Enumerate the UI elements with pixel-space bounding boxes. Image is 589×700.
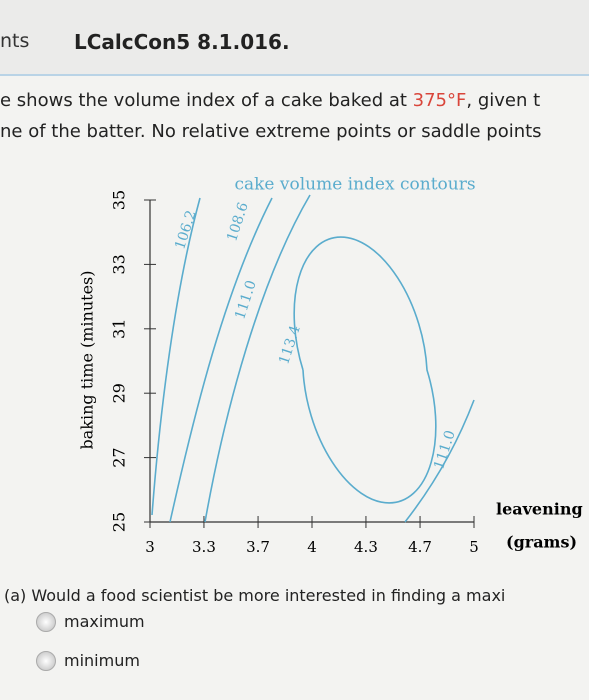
- contour-line: [151, 197, 201, 516]
- y-tick-label: 25: [110, 512, 129, 532]
- y-tick-label: 35: [110, 190, 129, 210]
- y-tick-label: 27: [110, 447, 129, 467]
- contour-line: [404, 399, 475, 523]
- contour-label: 111.0: [232, 278, 260, 321]
- contour-line: [293, 236, 437, 504]
- text-line: ne of the batter. No relative extreme po…: [0, 121, 542, 142]
- text-line: e shows the volume index of a cake baked…: [0, 90, 540, 111]
- chart-title: cake volume index contours: [234, 175, 475, 195]
- problem-title: LCalcCon5 8.1.016.: [74, 30, 290, 54]
- x-tick-label: 5: [469, 538, 479, 556]
- x-tick-label: 4.7: [408, 538, 432, 556]
- tab-label: nts: [0, 30, 30, 52]
- contour-line: [204, 194, 311, 523]
- x-axis-label: (grams): [506, 533, 577, 552]
- x-tick-label: 3: [145, 538, 155, 556]
- contour-line: [169, 197, 273, 523]
- x-tick-label: 4.3: [354, 538, 378, 556]
- option-label[interactable]: maximum: [64, 612, 145, 631]
- text: 375°F: [412, 90, 467, 111]
- header-bar: nts LCalcCon5 8.1.016.: [0, 0, 589, 76]
- x-tick-label: 3.7: [246, 538, 270, 556]
- y-tick-label: 31: [110, 319, 129, 339]
- y-tick-label: 29: [110, 383, 129, 403]
- contour-label: 108.6: [224, 200, 252, 243]
- x-axis-label: leavening: [496, 500, 583, 519]
- y-axis-label: baking time (minutes): [78, 271, 97, 450]
- text: e shows the volume index of a cake baked…: [0, 90, 413, 111]
- text: , given t: [466, 90, 541, 111]
- radio-button[interactable]: [36, 612, 56, 632]
- x-tick-label: 4: [307, 538, 317, 556]
- contour-label: 106.2: [172, 208, 200, 251]
- radio-button[interactable]: [36, 651, 56, 671]
- question: (a) Would a food scientist be more inter…: [4, 586, 506, 605]
- option-label[interactable]: minimum: [64, 651, 140, 670]
- chart: cake volume index contours baking time (…: [78, 175, 583, 557]
- y-tick-label: 33: [110, 254, 129, 274]
- x-tick-label: 3.3: [192, 538, 216, 556]
